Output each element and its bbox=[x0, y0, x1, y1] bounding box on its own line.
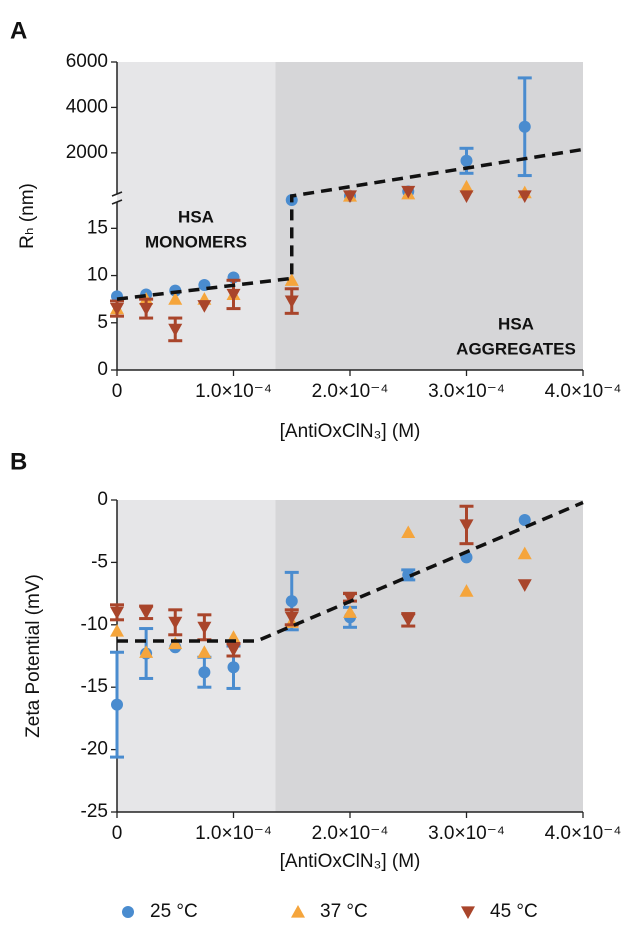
point bbox=[518, 120, 531, 133]
point bbox=[111, 698, 123, 711]
point bbox=[110, 606, 124, 620]
x-tick-label: 3.0×10⁻⁴ bbox=[428, 381, 505, 402]
x-tick-label: 3.0×10⁻⁴ bbox=[428, 823, 505, 844]
annotation: HSA bbox=[178, 207, 214, 226]
legend-label: 45 °C bbox=[490, 901, 538, 922]
point bbox=[139, 645, 154, 658]
point bbox=[227, 661, 240, 674]
y-tick-label: 0 bbox=[97, 359, 108, 380]
panel-label: A bbox=[10, 17, 27, 44]
y-axis-label: Zeta Potential (mV) bbox=[23, 574, 44, 738]
y-tick-label: -20 bbox=[81, 739, 108, 760]
point bbox=[459, 190, 474, 203]
point bbox=[168, 292, 183, 305]
point bbox=[226, 644, 241, 657]
x-tick-label: 4.0×10⁻⁴ bbox=[545, 823, 622, 844]
legend-marker bbox=[122, 906, 134, 918]
y-axis-label: Rₕ (nm) bbox=[17, 183, 38, 249]
point bbox=[168, 616, 183, 630]
point bbox=[401, 525, 416, 539]
y-tick-label: 15 bbox=[87, 217, 108, 238]
y-tick-label: 6000 bbox=[66, 51, 108, 72]
point bbox=[517, 579, 532, 592]
point bbox=[197, 645, 212, 658]
y-tick-label: 4000 bbox=[66, 96, 108, 117]
legend-marker bbox=[461, 906, 475, 919]
point bbox=[518, 513, 531, 526]
point bbox=[110, 624, 124, 637]
point bbox=[284, 295, 299, 309]
x-tick-label: 2.0×10⁻⁴ bbox=[312, 381, 389, 402]
point bbox=[226, 288, 241, 302]
axis-break bbox=[111, 191, 123, 197]
point bbox=[197, 621, 212, 635]
point bbox=[343, 605, 357, 618]
point bbox=[284, 273, 299, 286]
y-tick-label: -10 bbox=[81, 614, 108, 635]
point bbox=[517, 190, 532, 203]
y-tick-label: 10 bbox=[87, 265, 108, 286]
point bbox=[168, 323, 183, 337]
x-tick-label: 0 bbox=[112, 823, 123, 844]
x-axis-label: [AntiOxClN₃] (M) bbox=[280, 851, 421, 872]
point bbox=[459, 584, 474, 597]
legend-label: 37 °C bbox=[320, 901, 368, 922]
fit-line bbox=[117, 500, 584, 643]
point bbox=[110, 303, 124, 316]
panel-label: B bbox=[10, 448, 27, 475]
point bbox=[401, 614, 416, 627]
point bbox=[198, 666, 211, 679]
point bbox=[139, 303, 154, 316]
annotation: HSA bbox=[498, 314, 534, 333]
y-tick-label: -5 bbox=[91, 551, 108, 572]
annotation: MONOMERS bbox=[145, 232, 247, 251]
point bbox=[402, 568, 415, 581]
y-tick-label: -15 bbox=[81, 676, 108, 697]
y-tick-label: 2000 bbox=[66, 142, 108, 163]
point bbox=[285, 595, 298, 608]
x-tick-label: 0 bbox=[112, 381, 123, 402]
legend-label: 25 °C bbox=[150, 901, 198, 922]
point bbox=[460, 154, 473, 167]
point bbox=[459, 179, 474, 193]
x-tick-label: 2.0×10⁻⁴ bbox=[312, 823, 389, 844]
x-tick-label: 1.0×10⁻⁴ bbox=[195, 823, 272, 844]
point bbox=[284, 611, 299, 625]
point bbox=[168, 636, 183, 650]
point bbox=[197, 300, 212, 313]
y-tick-label: -25 bbox=[81, 801, 108, 822]
x-tick-label: 1.0×10⁻⁴ bbox=[195, 381, 272, 402]
region-high bbox=[275, 500, 583, 812]
point bbox=[459, 519, 474, 532]
x-axis-label: [AntiOxClN₃] (M) bbox=[280, 421, 421, 442]
annotation: AGGREGATES bbox=[456, 339, 576, 358]
x-tick-label: 4.0×10⁻⁴ bbox=[545, 381, 622, 402]
y-tick-label: 0 bbox=[97, 489, 108, 510]
point bbox=[517, 546, 532, 560]
point bbox=[343, 591, 357, 605]
point bbox=[401, 185, 416, 199]
point bbox=[139, 606, 154, 620]
fit-line bbox=[116, 147, 584, 301]
axis-break bbox=[111, 199, 123, 205]
legend-marker bbox=[291, 905, 305, 918]
region-high bbox=[275, 62, 583, 370]
point bbox=[343, 190, 357, 203]
y-tick-label: 5 bbox=[97, 312, 108, 333]
